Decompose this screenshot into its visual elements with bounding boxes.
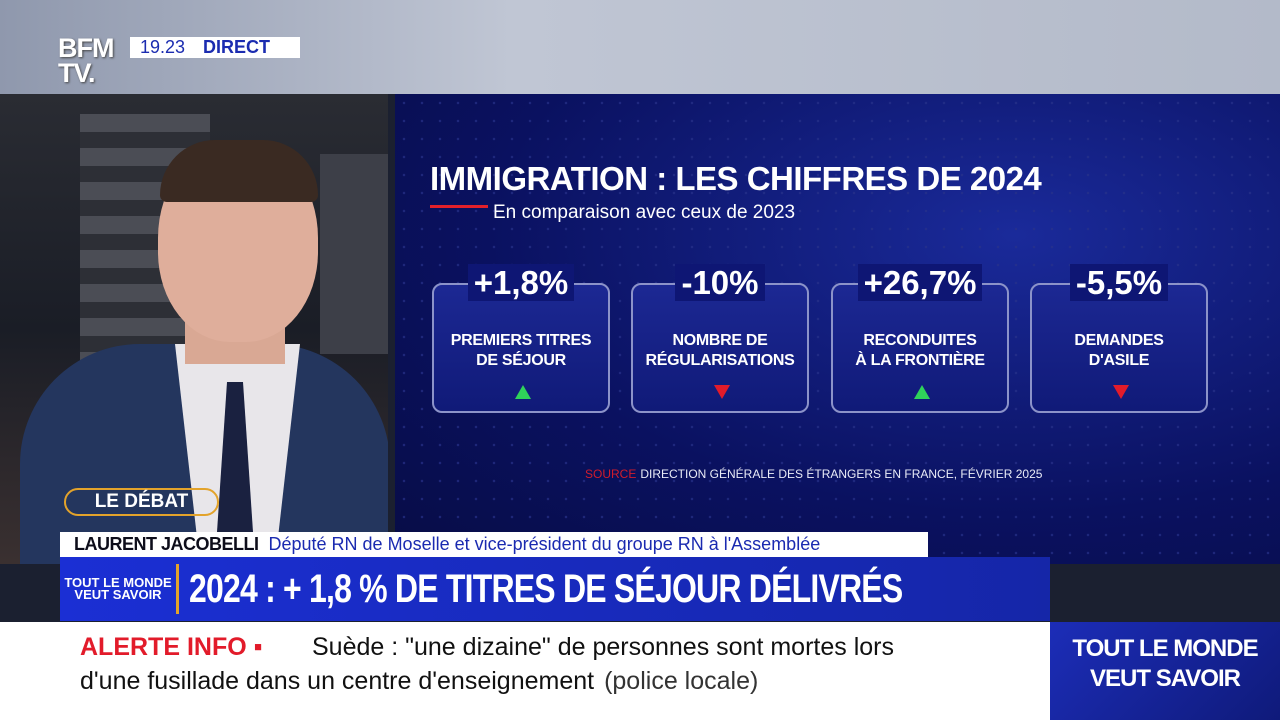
trend-up-icon [515, 385, 531, 399]
infographic-title: IMMIGRATION : LES CHIFFRES DE 2024 [430, 160, 1042, 197]
title-accent-line [430, 205, 488, 208]
studio-video [0, 94, 388, 564]
ticker-line-1: Suède : "une dizaine" de personnes sont … [312, 633, 894, 661]
stat-card: -10% NOMBRE DE RÉGULARISATIONS [631, 264, 809, 413]
stat-label: RECONDUITES À LA FRONTIÈRE [855, 332, 985, 369]
infographic-subtitle: En comparaison avec ceux de 2023 [493, 202, 796, 223]
bfmtv-logo: BFM TV. [58, 33, 114, 88]
live-clock: 19.23 DIRECT [130, 37, 300, 58]
ticker-source: (police locale) [604, 667, 759, 695]
headline: 2024 : + 1,8 % DE TITRES DE SÉJOUR DÉLIV… [189, 567, 903, 611]
name-strip: LAURENT JACOBELLI Député RN de Moselle et… [60, 532, 928, 557]
alert-label: ALERTE INFO ▪ [80, 633, 263, 661]
trend-down-icon [714, 385, 730, 399]
stat-value: -10% [675, 264, 765, 301]
ticker-line-2: d'une fusillade dans un centre d'enseign… [80, 666, 758, 696]
time: 19.23 [140, 37, 186, 57]
show-tag: LE DÉBAT [64, 488, 219, 516]
stat-card: -5,5% DEMANDES D'ASILE [1030, 264, 1208, 413]
trend-down-icon [1113, 385, 1129, 399]
ticker-text: d'une fusillade dans un centre d'enseign… [80, 667, 595, 695]
headline-band: TOUT LE MONDE VEUT SAVOIR 2024 : + 1,8 % … [60, 557, 1050, 621]
live-label: DIRECT [203, 37, 271, 57]
infographic-panel: IMMIGRATION : LES CHIFFRES DE 2024 En co… [395, 94, 1280, 564]
stat-label: DEMANDES D'ASILE [1074, 332, 1164, 369]
trend-up-icon [914, 385, 930, 399]
speaker-role: Député RN de Moselle et vice-président d… [268, 534, 821, 554]
stat-value: -5,5% [1069, 264, 1169, 301]
stat-label: PREMIERS TITRES DE SÉJOUR [450, 332, 592, 369]
program-logo: TOUT LE MONDE VEUT SAVOIR [64, 575, 172, 602]
stat-card: +1,8% PREMIERS TITRES DE SÉJOUR [432, 264, 610, 413]
source-note: SOURCE DIRECTION GÉNÉRALE DES ÉTRANGERS E… [585, 467, 1042, 481]
stat-card: +26,7% RECONDUITES À LA FRONTIÈRE [831, 264, 1009, 413]
source-text: DIRECTION GÉNÉRALE DES ÉTRANGERS EN FRAN… [640, 467, 1043, 481]
source-label: SOURCE [585, 467, 637, 481]
stat-label: NOMBRE DE RÉGULARISATIONS [645, 332, 795, 369]
stat-value: +26,7% [857, 264, 983, 301]
background-building [320, 154, 388, 354]
news-ticker: ALERTE INFO ▪ Suède : "une dizaine" de p… [0, 622, 1050, 720]
speaker-hair [160, 140, 318, 202]
program-box: TOUT LE MONDE VEUT SAVOIR [1050, 622, 1280, 720]
divider [176, 564, 179, 614]
speaker-name: LAURENT JACOBELLI [74, 534, 259, 554]
stat-value: +1,8% [467, 264, 575, 301]
